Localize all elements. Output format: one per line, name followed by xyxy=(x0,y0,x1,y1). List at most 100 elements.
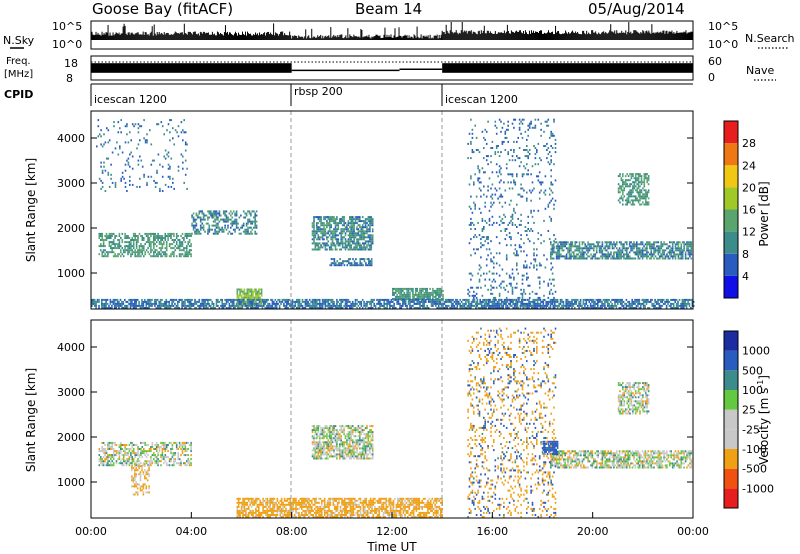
heatmap-cell xyxy=(687,243,690,246)
heatmap-cell xyxy=(207,210,209,213)
heatmap-cell xyxy=(248,220,251,223)
heatmap-cell xyxy=(267,304,269,307)
noise-left-tick-top: 10^5 xyxy=(52,20,82,33)
heatmap-cell xyxy=(643,189,646,192)
heatmap-cell xyxy=(657,241,660,244)
heatmap-cell xyxy=(324,298,327,301)
heatmap-cell xyxy=(511,288,514,291)
heatmap-cell xyxy=(511,155,514,158)
heatmap-cell xyxy=(248,210,251,213)
heatmap-cell xyxy=(211,307,213,309)
heatmap-cell xyxy=(552,249,555,252)
heatmap-cell xyxy=(423,298,426,301)
heatmap-cell xyxy=(340,222,342,225)
heatmap-cell xyxy=(202,228,205,231)
heatmap-cell xyxy=(473,183,475,186)
heatmap-cell xyxy=(586,307,589,309)
heatmap-cell xyxy=(158,300,160,303)
heatmap-cell xyxy=(579,300,582,303)
heatmap-cell xyxy=(396,300,398,303)
heatmap-cell xyxy=(510,219,512,222)
heatmap-cell xyxy=(110,251,112,254)
heatmap-cell xyxy=(671,257,674,260)
heatmap-cell xyxy=(356,228,358,231)
heatmap-cell xyxy=(102,241,105,244)
heatmap-cell xyxy=(686,245,688,248)
heatmap-cell xyxy=(516,300,519,303)
heatmap-cell xyxy=(158,235,161,237)
heatmap-cell xyxy=(640,253,642,256)
heatmap-cell xyxy=(657,257,660,260)
heatmap-cell xyxy=(557,245,559,248)
heatmap-cell xyxy=(318,236,321,239)
heatmap-cell xyxy=(357,230,360,233)
heatmap-cell xyxy=(637,177,640,180)
heatmap-cell xyxy=(478,264,481,267)
cpid-segment-2: icescan 1200 xyxy=(445,93,518,106)
heatmap-cell xyxy=(336,242,338,245)
heatmap-cell xyxy=(514,211,517,214)
heatmap-cell xyxy=(145,307,148,309)
heatmap-cell xyxy=(620,243,622,246)
heatmap-cell xyxy=(508,221,511,224)
heatmap-cell xyxy=(211,224,213,227)
heatmap-cell xyxy=(369,234,371,237)
heatmap-cell xyxy=(247,294,250,297)
heatmap-cell xyxy=(354,218,357,221)
heatmap-cell xyxy=(277,302,279,305)
heatmap-cell xyxy=(433,289,436,292)
heatmap-cell xyxy=(573,253,575,256)
heatmap-cell xyxy=(400,295,403,298)
heatmap-cell xyxy=(477,248,479,251)
heatmap-cell xyxy=(627,257,629,260)
heatmap-cell xyxy=(632,181,634,184)
heatmap-cell xyxy=(583,255,585,258)
heatmap-cell xyxy=(314,242,317,245)
heatmap-cell xyxy=(581,247,584,250)
heatmap-cell xyxy=(336,302,338,305)
heatmap-cell xyxy=(442,302,444,305)
heatmap-cell xyxy=(493,262,495,265)
heatmap-cell xyxy=(567,249,569,252)
heatmap-cell xyxy=(341,238,344,241)
heatmap-cell xyxy=(324,230,327,233)
heatmap-cell xyxy=(321,298,324,301)
heatmap-cell xyxy=(656,249,658,252)
heatmap-cell xyxy=(592,302,595,305)
heatmap-cell xyxy=(221,218,223,221)
heatmap-cell xyxy=(215,302,218,305)
heatmap-cell xyxy=(328,228,331,231)
heatmap-cell xyxy=(669,245,671,248)
heatmap-cell xyxy=(507,124,509,127)
heatmap-cell xyxy=(235,212,238,215)
heatmap-cell xyxy=(622,185,624,188)
heatmap-cell xyxy=(564,243,566,246)
heatmap-cell xyxy=(611,245,614,248)
heatmap-cell xyxy=(618,253,621,256)
heatmap-cell xyxy=(103,298,106,301)
freq-label-line2: [MHz] xyxy=(4,69,33,80)
heatmap-cell xyxy=(689,243,691,246)
heatmap-cell xyxy=(95,300,97,303)
heatmap-cell xyxy=(331,240,334,243)
heatmap-cell xyxy=(512,298,514,301)
heatmap-cell xyxy=(238,232,241,235)
heatmap-cell xyxy=(153,232,155,235)
heatmap-cell xyxy=(520,250,522,253)
heatmap-cell xyxy=(505,244,508,247)
heatmap-cell xyxy=(634,298,636,301)
heatmap-cell xyxy=(471,149,474,151)
heatmap-cell xyxy=(134,235,136,237)
heatmap-cell xyxy=(468,302,470,305)
heatmap-cell xyxy=(250,212,252,215)
heatmap-cell xyxy=(368,262,370,265)
heatmap-cell xyxy=(498,187,501,190)
heatmap-cell xyxy=(341,240,344,243)
heatmap-cell xyxy=(313,238,315,241)
heatmap-cell xyxy=(500,302,503,305)
heatmap-cell xyxy=(242,216,245,219)
heatmap-cell xyxy=(285,302,288,305)
heatmap-cell xyxy=(359,300,361,303)
heatmap-cell xyxy=(425,295,427,298)
